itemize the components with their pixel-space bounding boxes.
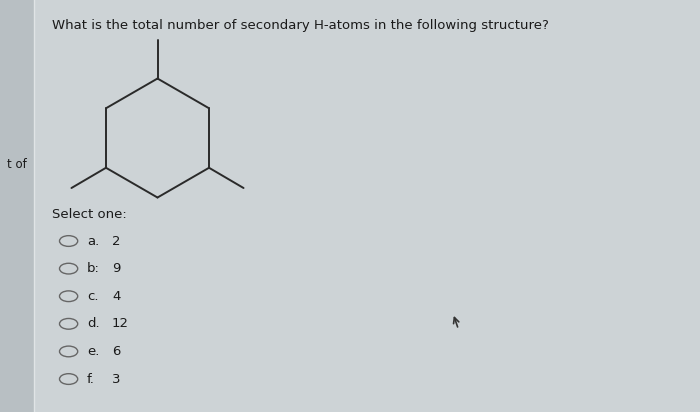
Text: 12: 12 (112, 317, 129, 330)
Text: 4: 4 (112, 290, 120, 303)
Text: d.: d. (87, 317, 99, 330)
Text: 6: 6 (112, 345, 120, 358)
Text: c.: c. (87, 290, 98, 303)
Text: b:: b: (87, 262, 99, 275)
Text: a.: a. (87, 234, 99, 248)
Text: 9: 9 (112, 262, 120, 275)
Text: t of: t of (7, 158, 27, 171)
Text: 2: 2 (112, 234, 120, 248)
Text: e.: e. (87, 345, 99, 358)
Text: Select one:: Select one: (52, 208, 127, 221)
Text: 3: 3 (112, 372, 120, 386)
FancyBboxPatch shape (0, 0, 34, 412)
Text: What is the total number of secondary H-atoms in the following structure?: What is the total number of secondary H-… (52, 19, 550, 32)
Text: f.: f. (87, 372, 94, 386)
